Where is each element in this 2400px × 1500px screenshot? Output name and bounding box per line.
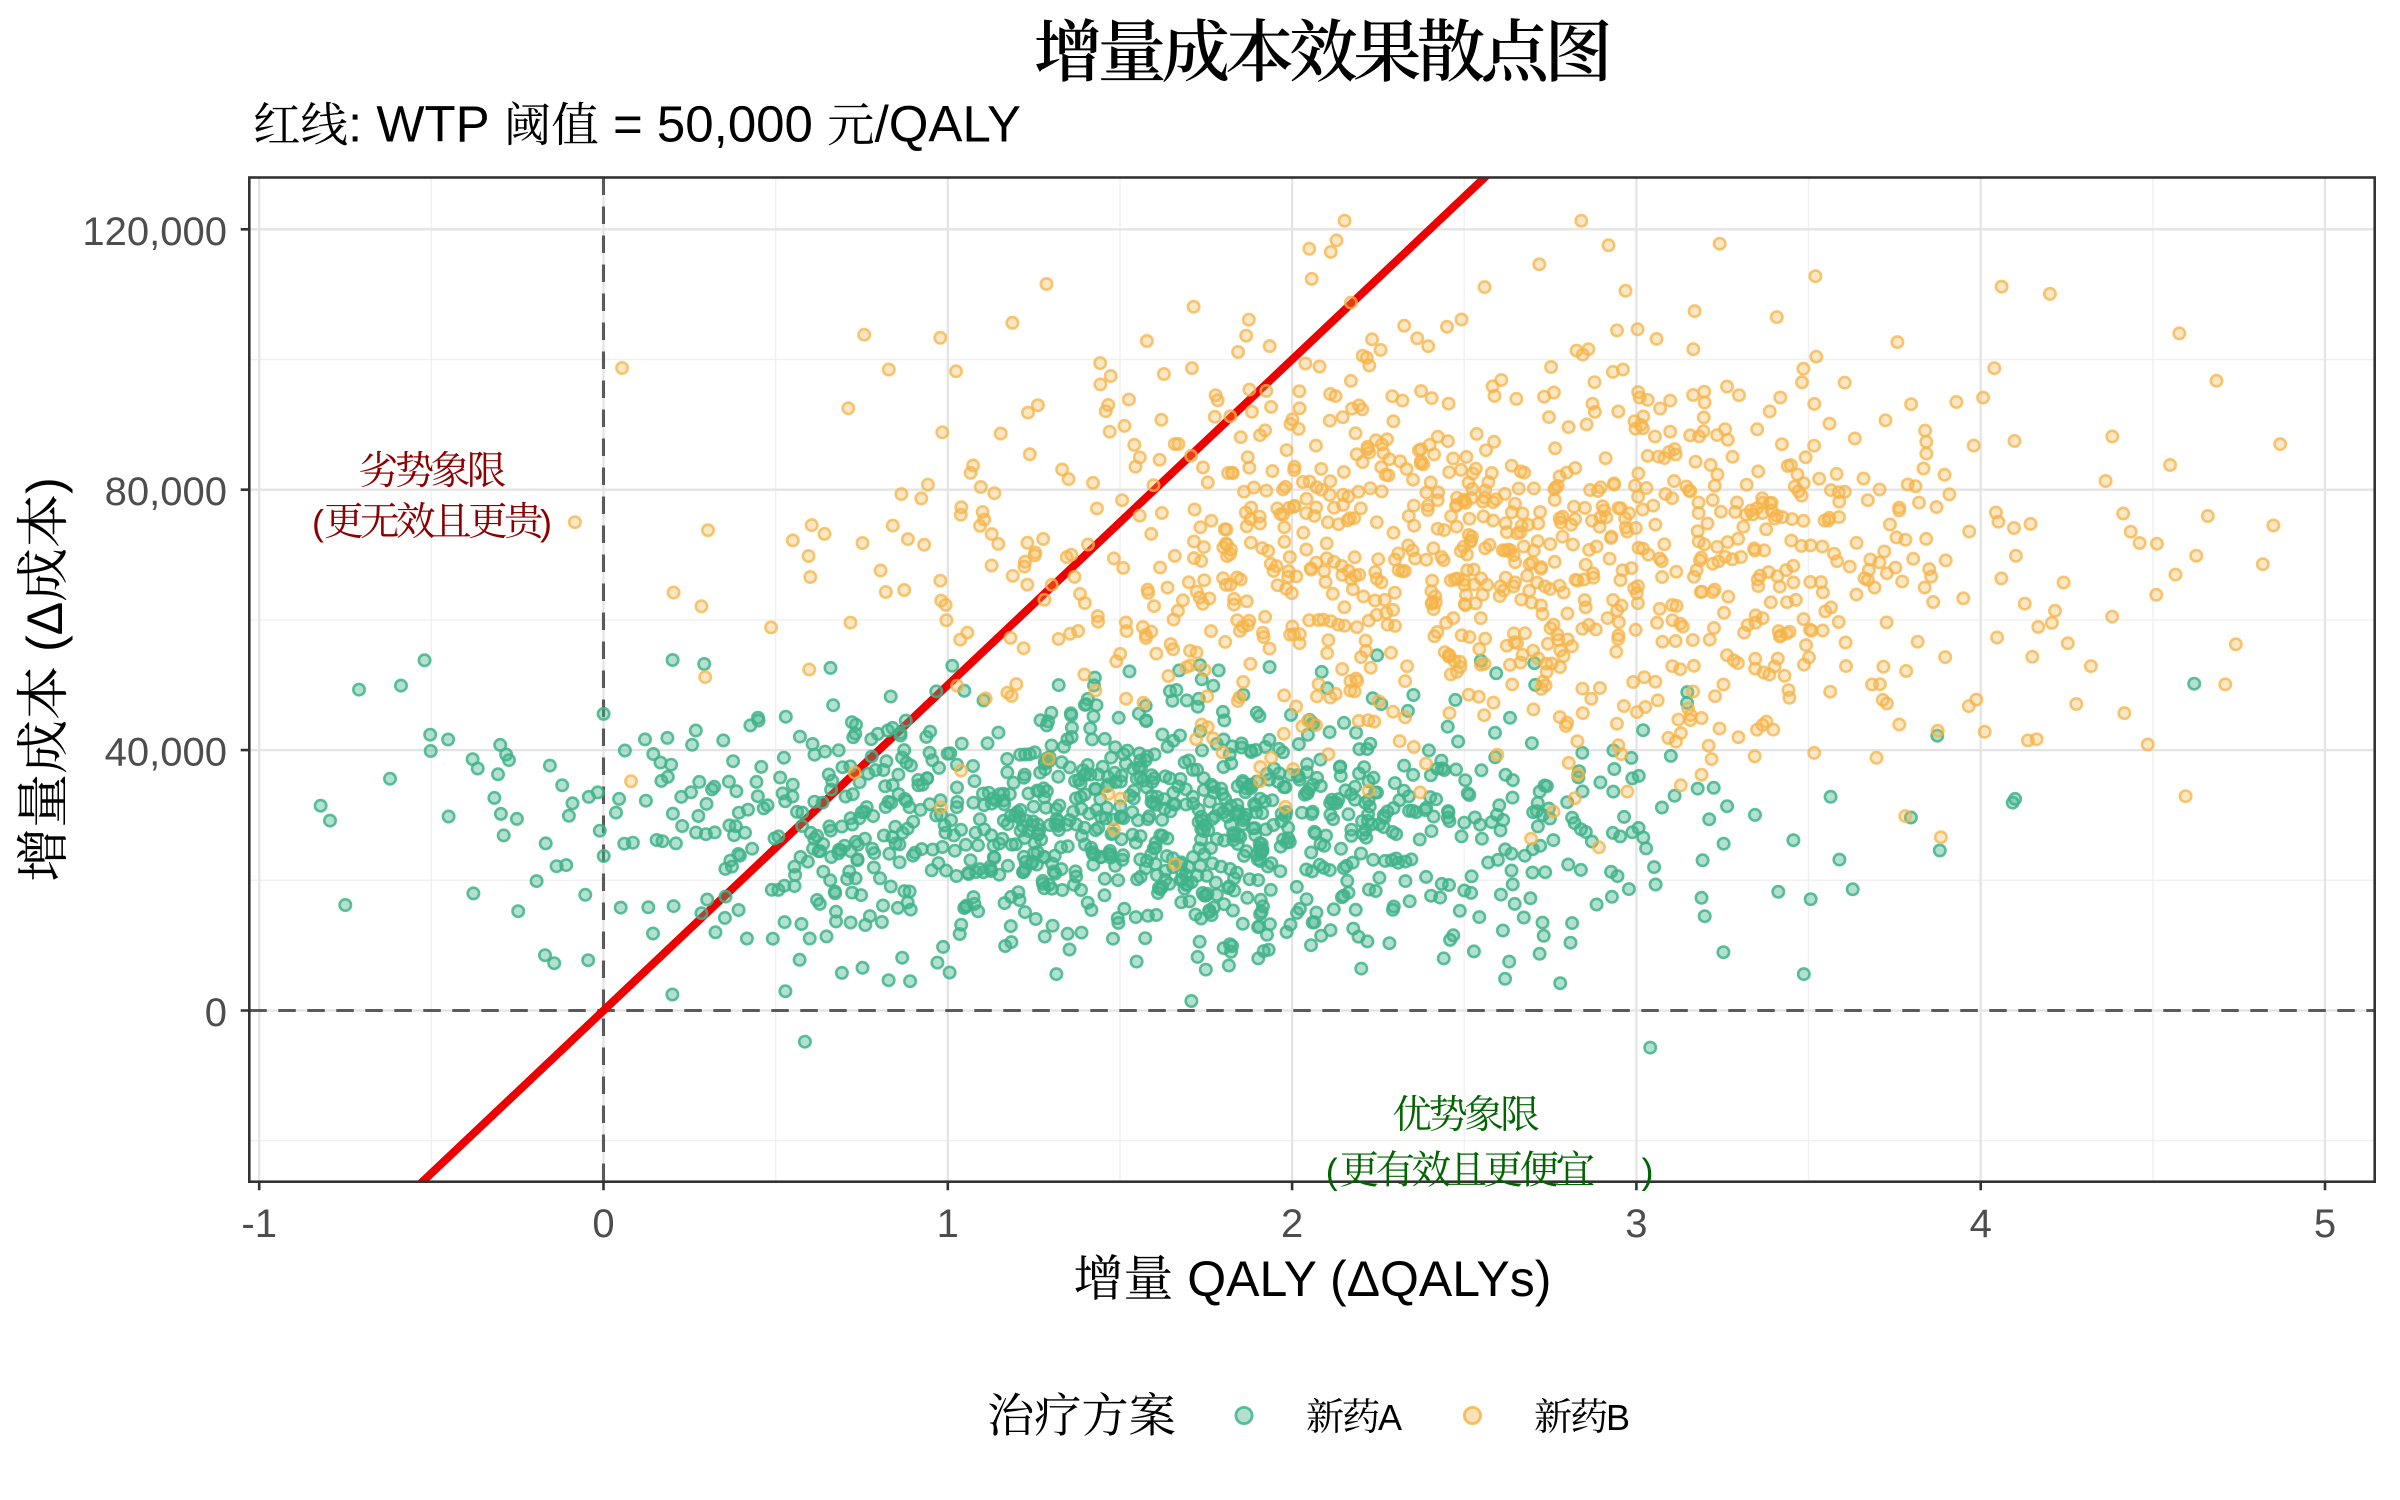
svg-text:0: 0 — [592, 1202, 614, 1246]
svg-text:(Δ: (Δ — [17, 602, 73, 666]
svg-text:B: B — [1606, 1397, 1630, 1438]
svg-text:0: 0 — [205, 991, 227, 1035]
svg-text:(: ( — [1326, 1151, 1338, 1192]
svg-text:= 50,000: = 50,000 — [599, 96, 827, 153]
svg-text:5: 5 — [2314, 1202, 2336, 1246]
svg-text:2: 2 — [1281, 1202, 1303, 1246]
svg-text:: WTP: : WTP — [348, 96, 503, 153]
svg-text:1: 1 — [937, 1202, 959, 1246]
svg-text:QALY (ΔQALYs): QALY (ΔQALYs) — [1173, 1251, 1551, 1307]
svg-text:-1: -1 — [241, 1202, 277, 1246]
svg-text:): ) — [17, 477, 73, 494]
svg-text:/QALY: /QALY — [875, 96, 1021, 153]
svg-text:A: A — [1378, 1397, 1402, 1438]
svg-text:): ) — [540, 502, 552, 543]
svg-text:3: 3 — [1625, 1202, 1647, 1246]
svg-text:40,000: 40,000 — [105, 731, 227, 775]
svg-text:120,000: 120,000 — [82, 210, 227, 254]
svg-text:4: 4 — [1970, 1202, 1992, 1246]
svg-text:): ) — [1642, 1151, 1654, 1192]
svg-text:80,000: 80,000 — [105, 470, 227, 514]
svg-text:(: ( — [312, 502, 324, 543]
